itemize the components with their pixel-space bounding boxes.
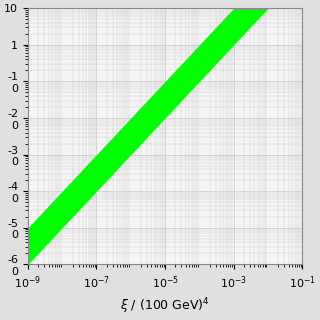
- X-axis label: $\xi$ / (100 GeV)$^4$: $\xi$ / (100 GeV)$^4$: [120, 296, 210, 316]
